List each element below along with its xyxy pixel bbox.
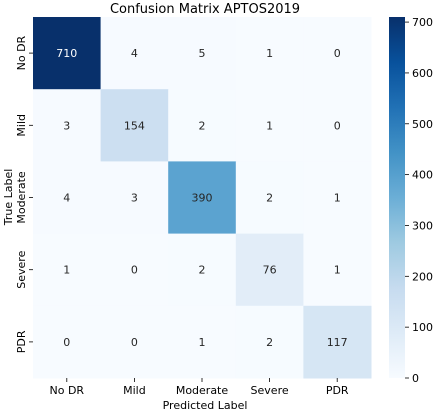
heatmap-cell <box>33 305 102 379</box>
cell-value-label: 4 <box>63 192 70 205</box>
cell-value-label: 0 <box>63 336 70 349</box>
heatmap-cell <box>303 89 372 162</box>
heatmap-cell <box>303 233 372 307</box>
heatmap-cell <box>33 17 102 90</box>
colorbar-tick-label: 400 <box>412 169 433 182</box>
x-tick-label: Moderate <box>176 384 229 397</box>
cell-value-label: 0 <box>334 47 341 60</box>
cell-value-label: 710 <box>56 47 77 60</box>
cell-value-label: 1 <box>334 264 341 277</box>
cell-value-label: 2 <box>266 192 273 205</box>
x-tick-label: No DR <box>50 384 85 397</box>
heatmap-cell <box>235 89 304 162</box>
cell-value-label: 154 <box>124 119 145 132</box>
y-tick-label: Mild <box>15 114 28 137</box>
cell-value-label: 5 <box>199 47 206 60</box>
x-axis: No DR Mild Moderate Severe PDR <box>50 378 349 397</box>
heatmap-cell <box>303 161 372 235</box>
cell-value-label: 0 <box>334 119 341 132</box>
colorbar-tick-label: 300 <box>412 219 433 232</box>
heatmap-cell <box>100 161 169 235</box>
cell-value-label: 1 <box>63 264 70 277</box>
y-tick-label: No DR <box>15 35 28 70</box>
x-tick-label: PDR <box>326 384 349 397</box>
cell-value-label: 1 <box>266 119 273 132</box>
colorbar-tick-label: 500 <box>412 118 433 131</box>
cell-value-label: 2 <box>199 119 206 132</box>
heatmap-cells: 710 4 5 1 0 3 154 2 1 0 4 3 390 2 1 1 0 2 76 1 0 0 1 2 117 <box>33 17 372 379</box>
colorbar <box>389 17 405 378</box>
heatmap-cell <box>235 161 304 235</box>
heatmap-cell <box>168 17 237 90</box>
colorbar-tick-label: 700 <box>412 16 433 29</box>
heatmap-cell <box>168 161 237 235</box>
colorbar-ticks: 0 100 200 300 400 500 600 700 <box>405 16 433 385</box>
x-tick-label: Severe <box>251 384 289 397</box>
cell-value-label: 0 <box>131 336 138 349</box>
cell-value-label: 1 <box>266 47 273 60</box>
heatmap-cell <box>168 89 237 162</box>
colorbar-tick-label: 600 <box>412 67 433 80</box>
heatmap-cell <box>33 161 102 235</box>
cell-value-label: 1 <box>334 192 341 205</box>
cell-value-label: 3 <box>131 192 138 205</box>
y-axis: No DR Mild Moderate Severe PDR <box>15 35 33 353</box>
cell-value-label: 1 <box>199 336 206 349</box>
heatmap-cell <box>235 233 304 307</box>
heatmap-cell <box>33 233 102 307</box>
colorbar-tick-label: 0 <box>412 372 419 385</box>
chart-title: Confusion Matrix APTOS2019 <box>110 2 300 17</box>
x-tick-label: Mild <box>123 384 146 397</box>
heatmap-cell <box>168 233 237 307</box>
x-axis-label: Predicted Label <box>163 399 248 412</box>
y-axis-label: True Label <box>2 169 15 227</box>
cell-value-label: 0 <box>131 264 138 277</box>
heatmap-cell <box>100 89 169 162</box>
y-tick-label: Severe <box>15 250 28 288</box>
heatmap-cell <box>100 17 169 90</box>
cell-value-label: 2 <box>199 264 206 277</box>
heatmap-cell <box>303 305 372 379</box>
y-tick-label: Moderate <box>15 171 28 224</box>
y-tick-label: PDR <box>15 330 28 353</box>
heatmap-cell <box>303 17 372 90</box>
heatmap-cell <box>100 305 169 379</box>
heatmap-cell <box>235 17 304 90</box>
heatmap-cell <box>168 305 237 379</box>
heatmap-cell <box>235 305 304 379</box>
cell-value-label: 76 <box>263 264 277 277</box>
heatmap-cell <box>100 233 169 307</box>
colorbar-tick-label: 100 <box>412 321 433 334</box>
cell-value-label: 4 <box>131 47 138 60</box>
cell-value-label: 2 <box>266 336 273 349</box>
cell-value-label: 117 <box>327 336 348 349</box>
heatmap-cell <box>33 89 102 162</box>
colorbar-tick-label: 200 <box>412 270 433 283</box>
cell-value-label: 3 <box>63 119 70 132</box>
cell-value-label: 390 <box>192 192 213 205</box>
